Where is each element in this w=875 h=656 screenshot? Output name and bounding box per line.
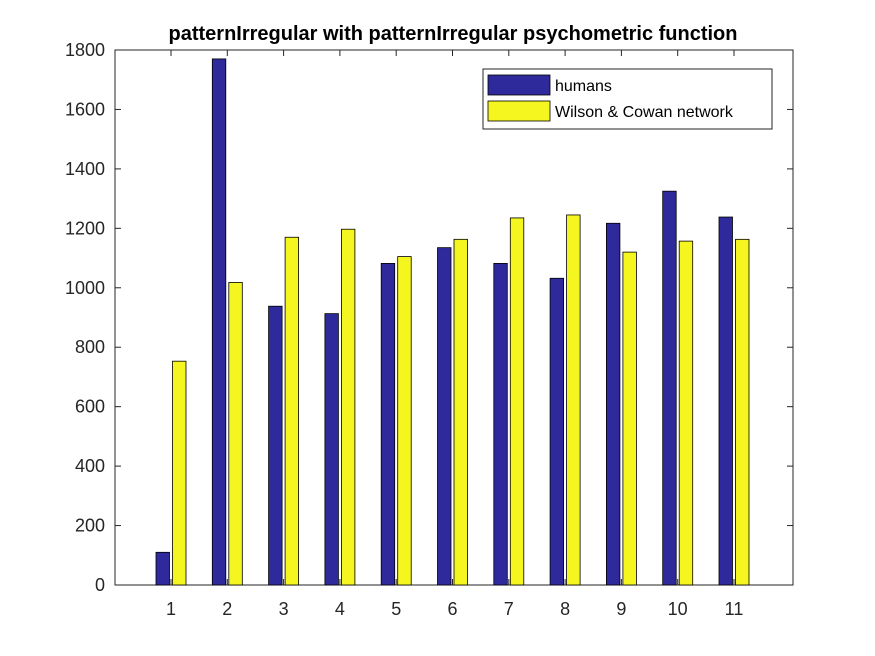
bar-wilson-cowan-11: [735, 238, 750, 586]
legend-label-humans: humans: [555, 78, 612, 95]
bar-wilson-cowan-9: [622, 251, 637, 586]
x-tick-label-8: 8: [560, 599, 570, 619]
bar-wilson-cowan-4: [340, 228, 356, 586]
bars-group: [155, 58, 750, 586]
x-tick-label-2: 2: [222, 599, 232, 619]
x-tick-label-5: 5: [391, 599, 401, 619]
bar-humans-9: [606, 222, 621, 586]
bar-humans-3: [268, 305, 283, 586]
bar-wilson-cowan-7: [509, 217, 525, 586]
y-tick-label-1400: 1400: [65, 159, 105, 179]
x-tick-label-1: 1: [166, 599, 176, 619]
x-tick-label-6: 6: [447, 599, 457, 619]
y-tick-label-1200: 1200: [65, 218, 105, 238]
y-tick-label-400: 400: [75, 456, 105, 476]
legend-swatch-humans: [487, 74, 551, 96]
x-tick-label-7: 7: [504, 599, 514, 619]
legend: humans Wilson & Cowan network: [482, 68, 773, 130]
y-tick-label-800: 800: [75, 337, 105, 357]
x-tick-label-9: 9: [616, 599, 626, 619]
bar-wilson-cowan-3: [284, 236, 300, 586]
y-tick-label-0: 0: [95, 575, 105, 595]
bar-humans-11: [718, 216, 733, 586]
bar-humans-10: [662, 190, 677, 586]
x-axis: 1 2 3 4 5 6 7 8 9 10 11: [166, 50, 743, 619]
x-tick-label-4: 4: [335, 599, 345, 619]
bar-humans-7: [493, 263, 508, 586]
bar-wilson-cowan-6: [453, 238, 468, 586]
bar-humans-4: [324, 313, 339, 586]
y-tick-label-1600: 1600: [65, 99, 105, 119]
y-tick-label-1000: 1000: [65, 278, 105, 298]
bar-wilson-cowan-1: [172, 360, 187, 586]
bar-wilson-cowan-2: [228, 282, 243, 586]
x-tick-label-11: 11: [725, 599, 744, 619]
y-tick-label-600: 600: [75, 397, 105, 417]
legend-label-wilson-cowan: Wilson & Cowan network: [555, 104, 734, 121]
bar-wilson-cowan-8: [566, 214, 581, 586]
bar-wilson-cowan-10: [678, 240, 694, 586]
chart-title: patternIrregular with patternIrregular p…: [169, 23, 738, 45]
bar-humans-6: [437, 247, 452, 586]
bar-humans-1: [155, 551, 170, 586]
y-tick-label-200: 200: [75, 516, 105, 536]
bar-humans-2: [211, 58, 227, 586]
bar-humans-5: [380, 263, 396, 586]
x-tick-label-10: 10: [668, 599, 688, 619]
legend-swatch-wilson-cowan: [487, 100, 551, 122]
bar-wilson-cowan-5: [397, 256, 412, 586]
y-axis: 0 200 400 600 800 1000 1200 1400 1600 1800: [65, 40, 793, 595]
y-tick-label-1800: 1800: [65, 40, 105, 60]
bar-humans-8: [549, 277, 564, 586]
x-tick-label-3: 3: [279, 599, 289, 619]
